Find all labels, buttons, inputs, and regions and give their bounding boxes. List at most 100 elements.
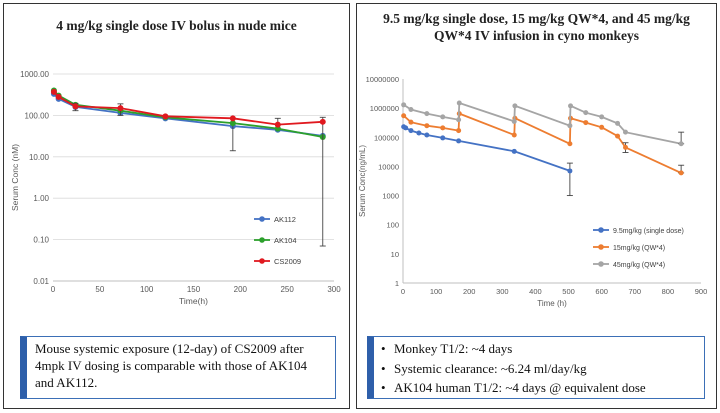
legend-marker	[598, 244, 604, 250]
data-point	[50, 88, 57, 95]
data-point	[408, 128, 414, 134]
data-point	[456, 128, 462, 134]
data-point	[678, 170, 684, 176]
data-point	[403, 125, 409, 131]
data-point	[408, 119, 414, 125]
x-tick-label: 500	[562, 287, 575, 296]
data-point	[568, 103, 574, 109]
y-tick-label: 1000.00	[20, 70, 49, 79]
legend-label: 9.5mg/kg (single dose)	[613, 228, 684, 235]
data-point	[456, 100, 462, 106]
left-caption-text: Mouse systemic exposure (12-day) of CS20…	[35, 341, 308, 390]
data-point	[511, 118, 517, 124]
left-chart-title: 4 mg/kg single dose IV bolus in nude mic…	[56, 18, 297, 33]
data-point	[319, 118, 326, 125]
right-caption-box: Monkey T1/2: ~4 days Systemic clearance:…	[367, 336, 705, 399]
legend-marker	[598, 227, 604, 233]
legend-marker	[598, 261, 604, 267]
x-tick-label: 50	[95, 285, 104, 294]
x-tick-label: 900	[695, 287, 708, 296]
data-point	[512, 103, 518, 109]
bullet-item: Monkey T1/2: ~4 days	[381, 339, 696, 359]
y-tick-label: 10.00	[29, 153, 50, 162]
data-point	[599, 114, 605, 120]
series-line	[53, 89, 323, 138]
data-point	[440, 135, 446, 141]
y-axis-title: Serum Conc(ng/mL)	[358, 145, 367, 217]
y-tick-label: 0.10	[33, 236, 49, 245]
legend-label: AK104	[274, 236, 297, 245]
bullet-item: AK104 human T1/2: ~4 days @ equivalent d…	[381, 378, 696, 398]
x-tick-label: 600	[595, 287, 608, 296]
y-tick-label: 10000000	[366, 75, 399, 84]
x-tick-label: 800	[662, 287, 675, 296]
data-point	[440, 125, 446, 131]
data-point	[274, 121, 281, 128]
series-line	[53, 93, 323, 137]
left-panel: 4 mg/kg single dose IV bolus in nude mic…	[3, 3, 350, 409]
y-tick-label: 1000	[382, 192, 399, 201]
right-panel: 9.5 mg/kg single dose, 15 mg/kg QW*4, an…	[356, 3, 717, 409]
right-chart-title-line2: QW*4 IV infusion in cyno monkeys	[434, 28, 639, 43]
legend-marker	[259, 258, 265, 264]
data-point	[567, 123, 573, 129]
x-axis-title: Time(h)	[179, 296, 208, 306]
data-point	[615, 133, 621, 139]
data-point	[615, 120, 621, 126]
bullet-item: Systemic clearance: ~6.24 ml/day/kg	[381, 359, 696, 379]
legend-marker	[259, 237, 265, 243]
data-point	[416, 130, 422, 136]
x-tick-label: 700	[629, 287, 642, 296]
x-tick-label: 250	[280, 285, 294, 294]
y-axis-title: Serum Conc (nM)	[10, 144, 20, 211]
left-caption-box: Mouse systemic exposure (12-day) of CS20…	[20, 336, 336, 399]
y-tick-label: 100.00	[25, 111, 50, 120]
data-point	[567, 168, 573, 174]
data-point	[440, 114, 446, 120]
data-point	[511, 148, 517, 154]
data-point	[117, 105, 124, 112]
x-axis-title: Time (h)	[537, 299, 567, 308]
data-point	[583, 110, 589, 116]
data-point	[401, 102, 407, 108]
data-point	[456, 117, 462, 123]
x-tick-label: 150	[187, 285, 201, 294]
left-chart: 0.01 0.10 1.00 10.00 100.00 1000.00 0 50 100 150 2…	[10, 70, 341, 306]
legend-label: 45mg/kg (QW*4)	[613, 262, 665, 269]
y-tick-label: 0.01	[33, 277, 49, 286]
data-point	[424, 111, 430, 117]
data-point	[401, 113, 407, 119]
legend-marker	[259, 216, 265, 222]
x-tick-label: 0	[401, 287, 405, 296]
x-tick-label: 0	[51, 285, 56, 294]
y-tick-label: 1.00	[33, 194, 49, 203]
data-point	[408, 106, 414, 112]
data-point	[567, 141, 573, 147]
legend-label: AK112	[274, 215, 296, 224]
series-line	[403, 112, 682, 174]
data-point	[72, 103, 79, 110]
x-tick-label: 200	[463, 287, 476, 296]
y-tick-label: 10	[391, 250, 399, 259]
x-tick-label: 300	[327, 285, 341, 294]
y-tick-label: 1	[395, 279, 399, 288]
data-point	[678, 141, 684, 147]
data-point	[583, 120, 589, 126]
data-point	[55, 93, 62, 100]
data-point	[424, 132, 430, 138]
y-tick-label: 100000	[374, 133, 399, 142]
data-point	[162, 113, 169, 120]
series-line	[53, 91, 323, 126]
data-point	[456, 138, 462, 144]
data-point	[623, 144, 629, 150]
x-tick-label: 300	[496, 287, 509, 296]
data-point	[229, 120, 236, 127]
x-tick-label: 200	[234, 285, 248, 294]
legend-label: CS2009	[274, 257, 301, 266]
right-chart-title-line1: 9.5 mg/kg single dose, 15 mg/kg QW*4, an…	[383, 11, 690, 26]
data-point	[623, 129, 629, 135]
data-point	[599, 124, 605, 130]
legend-label: 15mg/kg (QW*4)	[613, 245, 665, 252]
data-point	[511, 132, 517, 138]
right-bullet-list: Monkey T1/2: ~4 days Systemic clearance:…	[380, 339, 696, 398]
